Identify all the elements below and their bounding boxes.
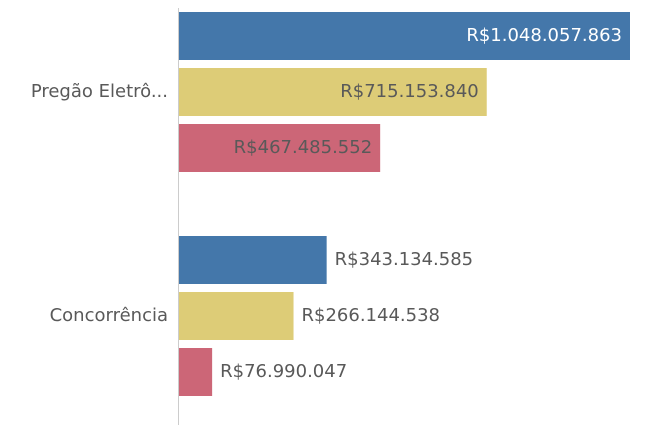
value-label: R$467.485.552 <box>234 137 372 158</box>
category-label: Concorrência <box>50 305 168 326</box>
value-label: R$343.134.585 <box>335 249 473 270</box>
bar <box>179 236 327 284</box>
bar <box>179 12 630 60</box>
category-label: Pregão Eletrô... <box>31 81 168 102</box>
bar <box>179 292 294 340</box>
value-label: R$266.144.538 <box>302 305 440 326</box>
value-label: R$1.048.057.863 <box>466 25 622 46</box>
bar <box>179 68 487 116</box>
bar <box>179 348 213 396</box>
value-label: R$715.153.840 <box>340 81 478 102</box>
bar <box>179 124 381 172</box>
value-label: R$76.990.047 <box>220 361 347 382</box>
